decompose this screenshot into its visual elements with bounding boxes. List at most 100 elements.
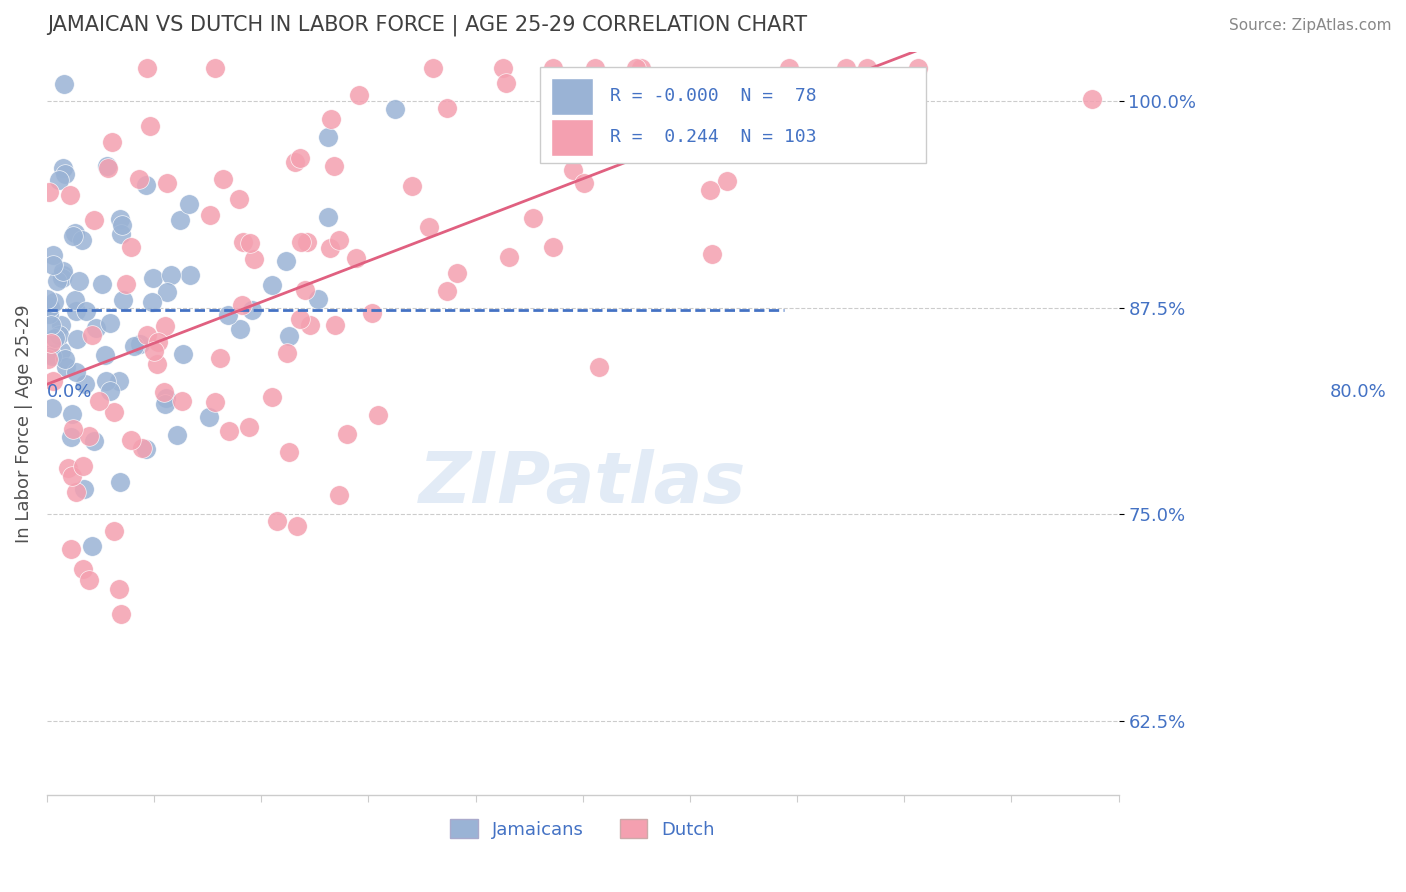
Point bbox=[384, 102, 406, 116]
Point bbox=[44, 295, 66, 310]
Point bbox=[347, 88, 370, 103]
Point bbox=[110, 212, 132, 227]
Point bbox=[52, 264, 75, 278]
Point bbox=[262, 277, 284, 292]
Point bbox=[62, 422, 84, 436]
Legend: Jamaicans, Dutch: Jamaicans, Dutch bbox=[443, 812, 723, 846]
Point bbox=[65, 365, 87, 379]
Point bbox=[60, 407, 83, 421]
Point bbox=[82, 539, 104, 553]
Point bbox=[72, 482, 94, 496]
Point bbox=[166, 428, 188, 442]
Point bbox=[179, 268, 201, 282]
Point bbox=[319, 112, 342, 127]
Point bbox=[316, 129, 339, 144]
Point bbox=[328, 233, 350, 247]
Point bbox=[75, 304, 97, 318]
Text: JAMAICAN VS DUTCH IN LABOR FORCE | AGE 25-29 CORRELATION CHART: JAMAICAN VS DUTCH IN LABOR FORCE | AGE 2… bbox=[46, 15, 807, 37]
Point bbox=[592, 84, 614, 98]
Point bbox=[288, 312, 311, 326]
Point bbox=[62, 229, 84, 244]
Point bbox=[328, 488, 350, 502]
Point bbox=[83, 212, 105, 227]
Point bbox=[659, 128, 682, 142]
Point bbox=[42, 374, 65, 388]
Text: 0.0%: 0.0% bbox=[46, 383, 93, 401]
Point bbox=[285, 519, 308, 533]
Point bbox=[135, 62, 157, 76]
Point bbox=[401, 179, 423, 194]
Point bbox=[212, 171, 235, 186]
Point bbox=[146, 357, 169, 371]
Point bbox=[367, 408, 389, 422]
Point bbox=[63, 226, 86, 240]
Point bbox=[141, 294, 163, 309]
Point bbox=[101, 135, 124, 149]
Point bbox=[156, 285, 179, 299]
Point bbox=[630, 62, 652, 76]
Point bbox=[835, 62, 858, 76]
Point bbox=[323, 318, 346, 332]
Point bbox=[80, 327, 103, 342]
Point bbox=[37, 292, 59, 306]
Point bbox=[277, 329, 299, 343]
Point bbox=[204, 395, 226, 409]
Point bbox=[53, 352, 76, 367]
Point bbox=[73, 377, 96, 392]
Point bbox=[103, 404, 125, 418]
Point bbox=[65, 485, 87, 500]
Point bbox=[229, 322, 252, 336]
Point bbox=[39, 318, 62, 333]
Point bbox=[169, 213, 191, 227]
Point bbox=[122, 339, 145, 353]
Point bbox=[39, 346, 62, 360]
Point bbox=[561, 162, 583, 177]
Point bbox=[231, 297, 253, 311]
Point bbox=[115, 277, 138, 292]
Point bbox=[156, 176, 179, 190]
Point bbox=[143, 343, 166, 358]
Point bbox=[498, 250, 520, 264]
Point bbox=[56, 460, 79, 475]
Text: R =  0.244  N = 103: R = 0.244 N = 103 bbox=[610, 128, 815, 146]
Y-axis label: In Labor Force | Age 25-29: In Labor Force | Age 25-29 bbox=[15, 304, 32, 543]
FancyBboxPatch shape bbox=[551, 119, 593, 156]
Point bbox=[100, 316, 122, 330]
Point bbox=[232, 235, 254, 249]
Point bbox=[37, 351, 59, 366]
Point bbox=[128, 336, 150, 351]
Point bbox=[323, 159, 346, 173]
Point bbox=[128, 172, 150, 186]
Point bbox=[38, 185, 60, 199]
Point bbox=[108, 582, 131, 597]
Point bbox=[295, 235, 318, 250]
Point bbox=[208, 351, 231, 365]
Point bbox=[39, 335, 62, 350]
Point bbox=[52, 161, 75, 176]
Point bbox=[79, 428, 101, 442]
Text: ZIPatlas: ZIPatlas bbox=[419, 449, 747, 517]
Point bbox=[436, 101, 458, 115]
Point bbox=[55, 359, 77, 374]
Point bbox=[716, 174, 738, 188]
Point bbox=[522, 211, 544, 226]
Point bbox=[541, 240, 564, 254]
Point bbox=[77, 574, 100, 588]
Point bbox=[492, 62, 515, 76]
Point bbox=[59, 542, 82, 557]
Point bbox=[49, 318, 72, 332]
Point bbox=[89, 394, 111, 409]
Point bbox=[111, 293, 134, 307]
Text: 80.0%: 80.0% bbox=[1330, 383, 1386, 401]
Point bbox=[139, 119, 162, 133]
Point bbox=[240, 303, 263, 318]
Point bbox=[294, 283, 316, 297]
Point bbox=[120, 433, 142, 447]
Point bbox=[277, 445, 299, 459]
Point bbox=[59, 429, 82, 443]
Point bbox=[65, 304, 87, 318]
Point bbox=[1081, 92, 1104, 106]
Point bbox=[94, 348, 117, 362]
Point bbox=[699, 184, 721, 198]
Point bbox=[38, 308, 60, 322]
